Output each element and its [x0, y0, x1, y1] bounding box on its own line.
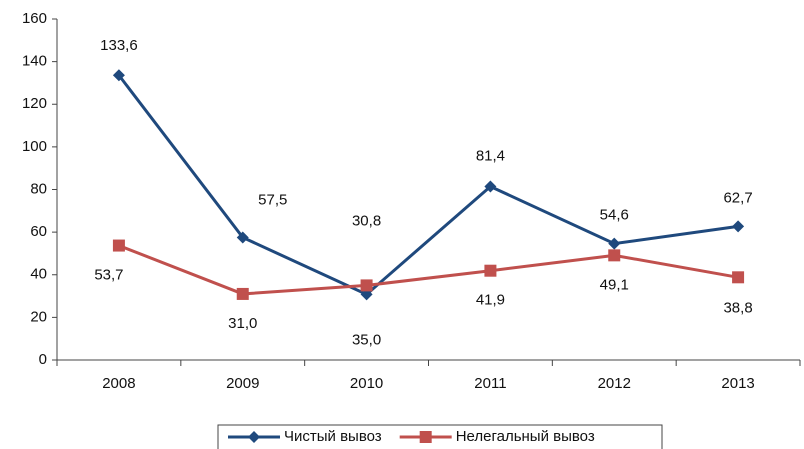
- data-label: 35,0: [352, 331, 381, 348]
- x-tick-label: 2010: [350, 375, 383, 392]
- y-tick-label: 0: [39, 351, 47, 368]
- line: [117, 74, 739, 297]
- x-tick-label: 2009: [226, 375, 259, 392]
- y-tick-label: 100: [22, 138, 47, 155]
- y-tick-label: 40: [30, 266, 47, 283]
- marker: [112, 239, 125, 252]
- marker: [732, 220, 745, 233]
- data-label: 31,0: [228, 315, 257, 332]
- data-label: 49,1: [600, 276, 629, 293]
- x-tick-label: 2008: [102, 375, 135, 392]
- y-tick-label: 60: [30, 223, 47, 240]
- data-label: 133,6: [100, 37, 138, 54]
- y-tick-label: 160: [22, 10, 47, 27]
- legend-marker: [248, 431, 260, 443]
- line: [118, 244, 739, 296]
- legend-marker: [419, 431, 432, 443]
- marker: [484, 180, 497, 193]
- marker: [484, 264, 497, 277]
- x-tick-label: 2012: [598, 375, 631, 392]
- x-tick-label: 2013: [721, 375, 754, 392]
- marker: [608, 237, 621, 250]
- marker: [236, 231, 249, 244]
- data-label: 41,9: [476, 292, 505, 309]
- data-label: 81,4: [476, 147, 505, 164]
- marker: [236, 287, 249, 300]
- y-tick-label: 120: [22, 95, 47, 112]
- legend-label: Нелегальный вывоз: [456, 428, 595, 445]
- marker: [608, 249, 621, 262]
- data-label: 54,6: [600, 207, 629, 224]
- y-tick-label: 80: [30, 180, 47, 197]
- y-tick-label: 20: [30, 308, 47, 325]
- data-label: 62,7: [723, 189, 752, 206]
- x-tick-label: 2011: [474, 375, 506, 392]
- marker: [112, 69, 125, 82]
- data-label: 53,7: [94, 267, 123, 284]
- data-label: 38,8: [723, 299, 752, 316]
- legend-label: Чистый вывоз: [284, 428, 382, 445]
- data-label: 57,5: [258, 191, 287, 208]
- marker: [732, 271, 745, 284]
- data-label: 30,8: [352, 212, 381, 229]
- marker: [360, 279, 373, 292]
- y-tick-label: 140: [22, 53, 47, 70]
